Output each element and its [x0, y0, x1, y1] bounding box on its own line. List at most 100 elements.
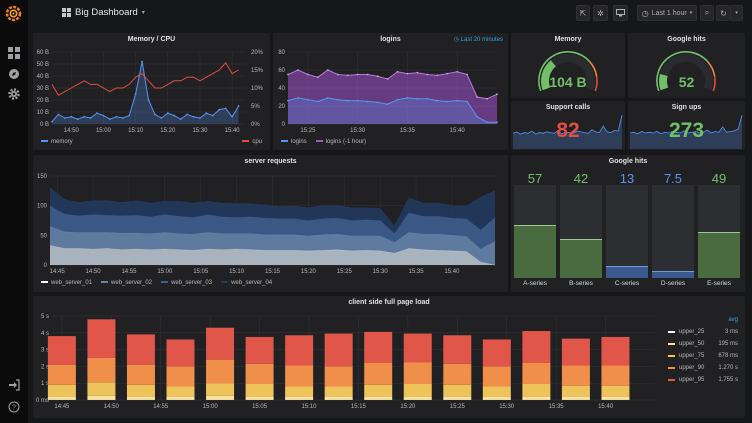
- data-point: [109, 118, 111, 121]
- data-point: [57, 113, 60, 116]
- y-tick-label: 2 s: [41, 364, 49, 370]
- help-icon[interactable]: ?: [7, 400, 21, 414]
- data-point: [224, 107, 227, 110]
- legend-label: cpu: [252, 139, 262, 145]
- x-tick-label: 14:45: [54, 404, 70, 410]
- data-point: [297, 69, 299, 71]
- x-tick-label: 15:10: [302, 404, 318, 410]
- grafana-logo-icon[interactable]: [5, 5, 22, 22]
- panel-title[interactable]: Sign ups: [671, 104, 702, 111]
- bar-segment-upper_95: [87, 319, 116, 358]
- legend-item-logins[interactable]: logins: [281, 139, 307, 145]
- bar-segment-upper_90: [403, 362, 432, 384]
- data-point: [102, 114, 105, 117]
- time-override-label: Last 20 minutes: [460, 37, 503, 43]
- legend-label: web_server_02: [111, 280, 153, 286]
- time-range-picker[interactable]: ◷ Last 1 hour ▾: [637, 5, 697, 21]
- bar-segment-upper_75: [403, 383, 432, 397]
- panel-title[interactable]: client side full page load: [348, 299, 430, 306]
- bar-category-label: C-series: [614, 280, 640, 287]
- gear-icon: ✲: [597, 8, 604, 18]
- x-tick-label: 15:35: [549, 404, 565, 410]
- bar-segment-upper_50: [561, 396, 590, 400]
- x-tick-label: 15:35: [409, 269, 425, 275]
- legend-label: upper_50: [679, 341, 705, 347]
- data-point: [51, 120, 53, 123]
- legend-item-logins-1-hour[interactable]: logins (-1 hour): [315, 139, 367, 145]
- data-point: [446, 72, 449, 75]
- panel-title[interactable]: Google hits: [608, 158, 648, 165]
- legend-item-upper-50[interactable]: upper_50 195 ms: [668, 338, 738, 350]
- gauge-threshold-red: [594, 76, 598, 92]
- data-point: [147, 99, 150, 101]
- panel-title[interactable]: server requests: [244, 158, 297, 165]
- legend-item-web-server-03[interactable]: web_server_03: [161, 280, 212, 286]
- x-tick-label: 15:00: [203, 404, 219, 410]
- gauge-threshold-orange: [707, 61, 716, 77]
- legend-item-upper-75[interactable]: upper_75 678 ms: [668, 350, 738, 362]
- bar-value-label: 42: [573, 171, 589, 186]
- series-area-logins (-1 hour): [288, 70, 497, 124]
- legend-item-memory[interactable]: memory: [41, 139, 73, 145]
- stacked-area-web_server_02: [50, 226, 495, 265]
- legend-item-web-server-01[interactable]: web_server_01: [41, 280, 92, 286]
- y-tick-label: 150: [37, 174, 48, 180]
- data-point: [466, 73, 469, 76]
- logins-graph[interactable]: 0 20 40 60 80 15:25 15:30 15:35 15:40: [273, 33, 508, 150]
- bar-segment-upper_95: [206, 327, 235, 360]
- panel-title[interactable]: Memory: [554, 36, 582, 43]
- bar-segment-upper_50: [206, 395, 235, 400]
- refresh-interval-dropdown[interactable]: ▾: [730, 5, 743, 21]
- data-point: [307, 73, 309, 76]
- legend-item-web-server-04[interactable]: web_server_04: [221, 280, 272, 286]
- memory-cpu-graph[interactable]: 0 B 10 B 20 B 30 B 40 B 50 B 60 B 14:50 15:00 15:…: [33, 33, 270, 150]
- page-load-bar-chart[interactable]: 0 ms 1 s 2 s 3 s 4 s 5 s 14:45 14:50 14:55 15:00 1…: [33, 296, 745, 418]
- y-tick-label: 50: [40, 233, 47, 239]
- data-point: [346, 99, 349, 102]
- data-point: [486, 97, 488, 100]
- bar-segment-upper_95: [166, 339, 195, 367]
- legend-swatch: [41, 140, 48, 143]
- stacked-area-web_server_04: [50, 187, 495, 234]
- data-point: [396, 98, 399, 101]
- bar-segment-upper_90: [166, 366, 195, 387]
- panel-title[interactable]: Memory / CPU: [127, 36, 176, 43]
- legend-header-avg[interactable]: avg: [728, 317, 738, 323]
- server-requests-graph[interactable]: 0 50 100 150 14:45 14:50 14:55 15:00 15:05 15:10 1…: [33, 155, 508, 292]
- bar-category-label: D-series: [660, 280, 686, 287]
- legend-item-upper-95[interactable]: upper_95 1.755 s: [668, 374, 738, 386]
- dashboard-picker[interactable]: Big Dashboard ▾: [62, 7, 145, 18]
- y-right-tick-label: 5%: [251, 104, 260, 110]
- legend-item-upper-90[interactable]: upper_90 1.270 s: [668, 362, 738, 374]
- bar-segment-upper_95: [522, 331, 551, 363]
- panel-title[interactable]: Google hits: [667, 36, 706, 43]
- legend-item-web-server-02[interactable]: web_server_02: [101, 280, 152, 286]
- settings-gear-icon[interactable]: [7, 87, 21, 101]
- explore-compass-icon[interactable]: [7, 67, 21, 81]
- data-point: [486, 121, 488, 124]
- legend-item-upper-25[interactable]: upper_25 3 ms: [668, 326, 738, 338]
- x-tick-label: 14:55: [153, 404, 169, 410]
- y-tick-label: 0: [44, 263, 48, 269]
- share-button[interactable]: ⇱: [576, 5, 590, 21]
- data-point: [436, 74, 439, 77]
- settings-button[interactable]: ✲: [593, 5, 608, 21]
- panel-title[interactable]: logins: [380, 36, 401, 43]
- bar-value-label: 13: [619, 171, 635, 186]
- gauge: [656, 51, 716, 92]
- legend-label: logins: [291, 139, 307, 145]
- legend-label: logins (-1 hour): [325, 139, 367, 145]
- panel-title[interactable]: Support calls: [545, 104, 591, 111]
- sign-in-icon[interactable]: [7, 378, 21, 392]
- y-tick-label: 20 B: [37, 98, 49, 104]
- zoom-out-button[interactable]: ⌕: [700, 5, 714, 21]
- dashboards-icon[interactable]: [7, 46, 21, 60]
- bar-segment-upper_75: [364, 384, 393, 397]
- view-mode-button[interactable]: [613, 5, 628, 21]
- x-tick-label: 15:25: [300, 128, 316, 134]
- refresh-button[interactable]: ↻: [716, 5, 730, 21]
- gauge: [538, 51, 598, 92]
- legend-item-cpu[interactable]: cpu: [242, 139, 262, 145]
- x-tick-label: 15:15: [265, 269, 281, 275]
- panel-google-hits-gauge: Google hits 52: [628, 33, 745, 98]
